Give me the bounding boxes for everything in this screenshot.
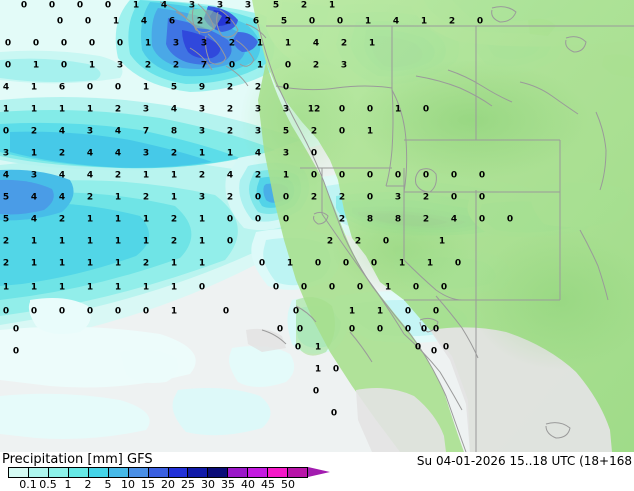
- land-terrain: [186, 0, 634, 452]
- legend-title: Precipitation [mm] GFS: [2, 452, 153, 467]
- color-scale-swatch: [128, 468, 149, 477]
- border-nv-az: [403, 259, 463, 301]
- lake-canada: [491, 6, 517, 23]
- color-scale-swatch: [288, 468, 308, 477]
- river-se: [579, 229, 609, 301]
- river-yellowstone: [447, 69, 513, 103]
- color-scale-tick: 40: [241, 478, 255, 491]
- border-ca-nv-diagonal: [321, 213, 405, 335]
- border-wa-or: [275, 85, 393, 91]
- coastline-pacific: [257, 23, 467, 452]
- color-scale-tick: 25: [181, 478, 195, 491]
- color-scale-tick: 50: [281, 478, 295, 491]
- border-or-id: [385, 87, 394, 187]
- lake-tahoe: [313, 211, 329, 225]
- color-scale-swatch: [248, 468, 269, 477]
- color-scale-swatch: [9, 468, 29, 477]
- lake-sw: [419, 317, 439, 333]
- color-scale-tick: 20: [161, 478, 175, 491]
- river-east: [595, 111, 607, 191]
- river-colorado: [435, 295, 479, 359]
- color-scale-swatch: [108, 468, 129, 477]
- river-missouri: [415, 75, 493, 107]
- color-scale-swatch: [148, 468, 169, 477]
- color-scale-tick: 2: [84, 478, 92, 491]
- great-salt-lake: [415, 168, 437, 193]
- color-scale-swatch: [188, 468, 209, 477]
- color-scale-tick: 45: [261, 478, 275, 491]
- color-scale-swatch: [88, 468, 109, 477]
- color-scale-tick: 5: [104, 478, 112, 491]
- color-scale-swatch: [228, 468, 249, 477]
- river-central-valley: [349, 331, 373, 363]
- color-scale-tick: 35: [221, 478, 235, 491]
- color-scale-swatch: [68, 468, 89, 477]
- color-scale-swatch: [208, 468, 229, 477]
- color-scale-tick: 1: [64, 478, 72, 491]
- color-scale-tick: 0.1: [19, 478, 37, 491]
- color-scale-tick: 30: [201, 478, 215, 491]
- color-scale-tick: 15: [141, 478, 155, 491]
- color-scale-tick: 10: [121, 478, 135, 491]
- color-scale[interactable]: 0.1 0.5 1 2 5 10 15 20 25 30 35 40 45 50: [8, 467, 338, 491]
- color-scale-swatch: [168, 468, 189, 477]
- color-scale-swatch: [48, 468, 69, 477]
- color-scale-tick: 0.5: [39, 478, 57, 491]
- color-scale-swatch: [268, 468, 289, 477]
- color-scale-swatch: [28, 468, 49, 477]
- lake-se: [545, 422, 571, 439]
- color-scale-overflow-arrow-icon: [308, 467, 330, 477]
- color-scale-tick-labels: 0.1 0.5 1 2 5 10 15 20 25 30 35 40 45 50: [8, 478, 338, 491]
- border-ca-az: [403, 333, 463, 411]
- color-scale-bar[interactable]: [8, 467, 308, 478]
- river-n-platte: [519, 81, 579, 115]
- legend-footer: Precipitation [mm] GFS Su 04-01-2026 15.…: [0, 452, 634, 491]
- lake-north: [565, 36, 587, 53]
- map-borders: [159, 1, 634, 452]
- map-canvas[interactable]: [0, 0, 634, 452]
- model-run-timestamp: Su 04-01-2026 15..18 UTC (18+168: [416, 454, 632, 468]
